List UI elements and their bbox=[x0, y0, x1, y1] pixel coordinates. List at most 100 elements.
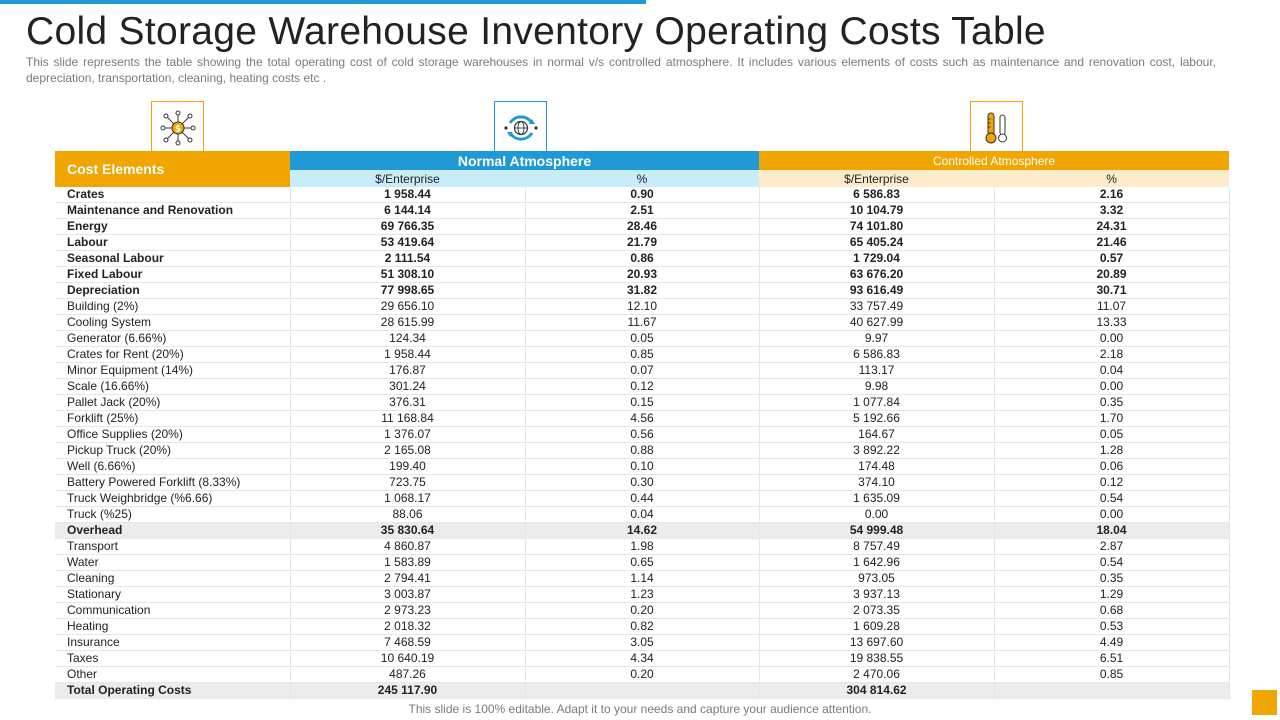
controlled-percent-cell: 0.54 bbox=[994, 554, 1230, 571]
controlled-percent-cell: 0.57 bbox=[994, 250, 1230, 267]
normal-percent-cell: 0.20 bbox=[525, 666, 760, 683]
controlled-enterprise-cell: 6 586.83 bbox=[759, 346, 995, 363]
controlled-percent-cell: 0.00 bbox=[994, 506, 1230, 523]
normal-percent-cell: 1.98 bbox=[525, 538, 760, 555]
page-subtitle: This slide represents the table showing … bbox=[26, 55, 1216, 85]
table-row: Fixed Labour 51 308.10 20.93 63 676.20 20.89 bbox=[55, 266, 1230, 283]
normal-percent-cell: 2.51 bbox=[525, 202, 760, 219]
controlled-percent-cell: 6.51 bbox=[994, 650, 1230, 667]
normal-enterprise-cell: 199.40 bbox=[290, 458, 526, 475]
cost-element-cell: Cleaning bbox=[55, 570, 291, 587]
normal-percent-cell: 0.44 bbox=[525, 490, 760, 507]
normal-enterprise-cell: 28 615.99 bbox=[290, 314, 526, 331]
controlled-percent-cell: 2.87 bbox=[994, 538, 1230, 555]
table-row: Other 487.26 0.20 2 470.06 0.85 bbox=[55, 666, 1230, 683]
cost-element-cell: Taxes bbox=[55, 650, 291, 667]
controlled-enterprise-cell: 3 892.22 bbox=[759, 442, 995, 459]
normal-enterprise-header: $/Enterprise bbox=[290, 170, 525, 187]
normal-enterprise-cell: 51 308.10 bbox=[290, 266, 526, 283]
normal-enterprise-cell: 1 583.89 bbox=[290, 554, 526, 571]
cost-element-cell: Pickup Truck (20%) bbox=[55, 442, 291, 459]
normal-percent-cell: 1.23 bbox=[525, 586, 760, 603]
controlled-enterprise-cell: 33 757.49 bbox=[759, 298, 995, 315]
normal-enterprise-cell: 124.34 bbox=[290, 330, 526, 347]
normal-percent-cell: 0.15 bbox=[525, 394, 760, 411]
normal-percent-cell: 0.85 bbox=[525, 346, 760, 363]
normal-enterprise-cell: 2 111.54 bbox=[290, 250, 526, 267]
table-row: Seasonal Labour 2 111.54 0.86 1 729.04 0.57 bbox=[55, 250, 1230, 267]
table-row: Stationary 3 003.87 1.23 3 937.13 1.29 bbox=[55, 586, 1230, 603]
table-row: Labour 53 419.64 21.79 65 405.24 21.46 bbox=[55, 234, 1230, 251]
table-row: Cleaning 2 794.41 1.14 973.05 0.35 bbox=[55, 570, 1230, 587]
table-row: Energy 69 766.35 28.46 74 101.80 24.31 bbox=[55, 218, 1230, 235]
table-row: Transport 4 860.87 1.98 8 757.49 2.87 bbox=[55, 538, 1230, 555]
controlled-enterprise-cell: 973.05 bbox=[759, 570, 995, 587]
normal-percent-cell: 3.05 bbox=[525, 634, 760, 651]
controlled-enterprise-cell: 19 838.55 bbox=[759, 650, 995, 667]
normal-percent-cell: 4.34 bbox=[525, 650, 760, 667]
cost-element-cell: Truck (%25) bbox=[55, 506, 291, 523]
thermometer-icon bbox=[970, 101, 1023, 154]
controlled-enterprise-cell: 1 729.04 bbox=[759, 250, 995, 267]
controlled-enterprise-cell: 8 757.49 bbox=[759, 538, 995, 555]
cost-element-cell: Generator (6.66%) bbox=[55, 330, 291, 347]
normal-enterprise-cell: 487.26 bbox=[290, 666, 526, 683]
controlled-enterprise-cell: 3 937.13 bbox=[759, 586, 995, 603]
corner-accent bbox=[1252, 690, 1277, 715]
normal-percent-cell: 28.46 bbox=[525, 218, 760, 235]
cost-element-cell: Crates for Rent (20%) bbox=[55, 346, 291, 363]
cost-element-cell: Crates bbox=[55, 187, 291, 203]
controlled-percent-cell: 0.00 bbox=[994, 330, 1230, 347]
normal-enterprise-cell: 6 144.14 bbox=[290, 202, 526, 219]
normal-enterprise-cell: 4 860.87 bbox=[290, 538, 526, 555]
table-row: Heating 2 018.32 0.82 1 609.28 0.53 bbox=[55, 618, 1230, 635]
normal-percent-cell bbox=[525, 682, 760, 699]
table-row: Water 1 583.89 0.65 1 642.96 0.54 bbox=[55, 554, 1230, 571]
table-row: Communication 2 973.23 0.20 2 073.35 0.68 bbox=[55, 602, 1230, 619]
cost-element-cell: Well (6.66%) bbox=[55, 458, 291, 475]
controlled-enterprise-cell: 174.48 bbox=[759, 458, 995, 475]
normal-enterprise-cell: 29 656.10 bbox=[290, 298, 526, 315]
normal-percent-cell: 12.10 bbox=[525, 298, 760, 315]
cost-element-cell: Stationary bbox=[55, 586, 291, 603]
normal-percent-cell: 0.65 bbox=[525, 554, 760, 571]
controlled-enterprise-cell: 1 635.09 bbox=[759, 490, 995, 507]
cost-element-cell: Communication bbox=[55, 602, 291, 619]
controlled-enterprise-cell: 1 642.96 bbox=[759, 554, 995, 571]
table-row: Depreciation 77 998.65 31.82 93 616.49 30.71 bbox=[55, 282, 1230, 299]
normal-percent-cell: 0.90 bbox=[525, 187, 760, 203]
controlled-percent-cell: 21.46 bbox=[994, 234, 1230, 251]
normal-enterprise-cell: 3 003.87 bbox=[290, 586, 526, 603]
normal-percent-cell: 31.82 bbox=[525, 282, 760, 299]
normal-enterprise-cell: 723.75 bbox=[290, 474, 526, 491]
controlled-percent-cell: 2.18 bbox=[994, 346, 1230, 363]
controlled-percent-cell: 0.35 bbox=[994, 570, 1230, 587]
controlled-percent-cell: 1.28 bbox=[994, 442, 1230, 459]
normal-percent-cell: 11.67 bbox=[525, 314, 760, 331]
table-row: Insurance 7 468.59 3.05 13 697.60 4.49 bbox=[55, 634, 1230, 651]
controlled-enterprise-cell: 54 999.48 bbox=[759, 522, 995, 539]
normal-enterprise-cell: 1 068.17 bbox=[290, 490, 526, 507]
controlled-percent-cell bbox=[994, 682, 1230, 699]
table-row: Minor Equipment (14%) 176.87 0.07 113.17 0.0… bbox=[55, 362, 1230, 379]
normal-enterprise-cell: 2 165.08 bbox=[290, 442, 526, 459]
controlled-enterprise-cell: 13 697.60 bbox=[759, 634, 995, 651]
normal-enterprise-cell: 53 419.64 bbox=[290, 234, 526, 251]
controlled-enterprise-cell: 9.98 bbox=[759, 378, 995, 395]
table-row: Total Operating Costs 245 117.90 304 814.6… bbox=[55, 682, 1230, 699]
table-row: Overhead 35 830.64 14.62 54 999.48 18.04 bbox=[55, 522, 1230, 539]
controlled-enterprise-cell: 1 609.28 bbox=[759, 618, 995, 635]
controlled-enterprise-cell: 63 676.20 bbox=[759, 266, 995, 283]
normal-enterprise-cell: 7 468.59 bbox=[290, 634, 526, 651]
normal-enterprise-cell: 245 117.90 bbox=[290, 682, 526, 699]
cost-element-cell: Minor Equipment (14%) bbox=[55, 362, 291, 379]
cost-element-cell: Insurance bbox=[55, 634, 291, 651]
table-row: Building (2%) 29 656.10 12.10 33 757.49 11.0… bbox=[55, 298, 1230, 315]
controlled-enterprise-cell: 6 586.83 bbox=[759, 187, 995, 203]
normal-enterprise-cell: 77 998.65 bbox=[290, 282, 526, 299]
controlled-enterprise-header: $/Enterprise bbox=[759, 170, 995, 187]
normal-percent-cell: 1.14 bbox=[525, 570, 760, 587]
table-row: Truck Weighbridge (%6.66) 1 068.17 0.44 1 6… bbox=[55, 490, 1230, 507]
normal-enterprise-cell: 1 376.07 bbox=[290, 426, 526, 443]
normal-atmosphere-header: Normal Atmosphere bbox=[290, 151, 760, 170]
